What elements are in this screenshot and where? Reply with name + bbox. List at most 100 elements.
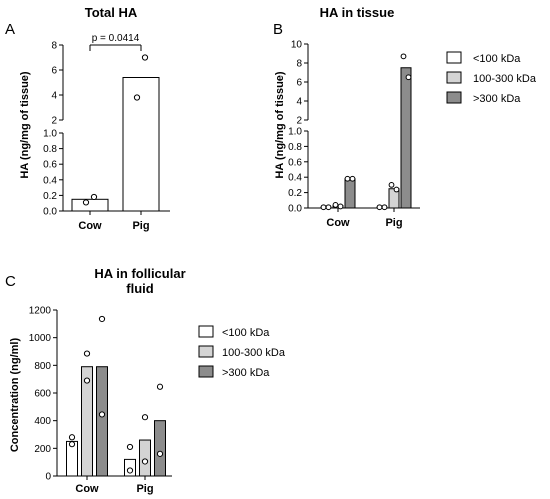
panel-c-point xyxy=(68,434,76,441)
panel-c-point xyxy=(141,458,149,465)
panel-a-y-tick-label: 0.0 xyxy=(43,207,57,218)
panel-b-point xyxy=(393,186,400,193)
panel-b-label: B xyxy=(273,21,283,38)
panel-b-y-tick-label: 0.8 xyxy=(288,142,302,153)
panel-c-legend-label: 100-300 kDa xyxy=(222,347,286,359)
panel-c-legend-swatch xyxy=(198,365,214,378)
panel-c-legend: <100 kDa 100-300 kDa >300 kDa xyxy=(198,325,286,379)
panel-c-point xyxy=(83,350,91,357)
panel-b-point xyxy=(381,204,388,211)
panel-a-point xyxy=(141,54,149,61)
panel-a-title: Total HA xyxy=(85,5,138,20)
panel-b-point xyxy=(337,203,344,210)
panel-a-y-tick-label: 0.8 xyxy=(43,144,57,155)
panel-b-legend-swatch xyxy=(446,51,462,64)
panel-c: C HA in follicular fluid Concentration (… xyxy=(5,266,286,495)
panel-a-y-tick-label: 0.6 xyxy=(43,160,57,171)
panel-c-y-axis-label: Concentration (ng/ml) xyxy=(9,338,21,453)
panel-a-x-tick-label: Cow xyxy=(78,220,102,232)
panel-b-y-tick-label: 4 xyxy=(296,97,302,108)
panel-c-title-line-1: HA in follicular xyxy=(94,266,185,281)
panel-b-point xyxy=(344,175,351,182)
panel-b-y-tick-label: 2 xyxy=(296,116,302,127)
panel-c-point xyxy=(98,315,106,323)
panel-b-point xyxy=(405,74,412,81)
panel-c-y-tick-label: 600 xyxy=(34,389,51,400)
panel-a-point xyxy=(90,193,98,201)
panel-b-point xyxy=(349,175,356,182)
panel-c-point xyxy=(141,414,149,421)
panel-b-y-tick-label: 6 xyxy=(296,78,302,89)
panel-c-x-tick-label: Pig xyxy=(136,483,153,495)
panel-a-y-tick-label: 0.2 xyxy=(43,191,57,202)
panel-a-bar-pig xyxy=(122,77,160,212)
panel-b-x-tick-label: Cow xyxy=(326,217,350,229)
panel-c-point xyxy=(156,383,164,390)
panel-b-y-axis-label: HA (ng/mg of tissue) xyxy=(274,71,286,178)
panel-a-point xyxy=(82,199,90,206)
panel-b-bar xyxy=(400,67,412,209)
panel-b-legend-label: >300 kDa xyxy=(473,93,521,105)
panel-c-x-tick-label: Cow xyxy=(75,483,99,495)
panel-b-plot: 0.0 0.2 0.4 0.6 0.8 1.02 4 6 8 10 Cow Pig xyxy=(288,40,420,229)
panel-c-point xyxy=(68,441,76,448)
panel-a-p-value: p = 0.0414 xyxy=(92,33,140,44)
panel-b-y-tick-label: 0.4 xyxy=(288,173,302,184)
panel-b-legend-label: 100-300 kDa xyxy=(473,73,537,85)
panel-c-legend-swatch xyxy=(198,325,214,338)
panel-c-point xyxy=(156,450,164,457)
panel-a-y-axis-label: HA (ng/mg of tissue) xyxy=(19,71,31,178)
panel-c-point xyxy=(126,467,134,474)
panel-a-y-tick-label: 4 xyxy=(51,91,57,102)
panel-b-y-tick-label: 8 xyxy=(296,59,302,70)
panel-c-point xyxy=(126,443,134,451)
panel-a-y-tick-label: 1.0 xyxy=(43,129,57,140)
panel-b-point xyxy=(332,202,339,208)
panel-c-y-tick-label: 400 xyxy=(34,416,51,427)
panel-b-point xyxy=(376,204,383,211)
panel-b-legend-label: <100 kDa xyxy=(473,53,521,65)
panel-b-y-tick-label: 0.6 xyxy=(288,157,302,168)
panel-b-point xyxy=(388,182,395,188)
panel-a-bar-cow xyxy=(71,198,109,212)
panel-a-y-tick-label: 2 xyxy=(51,116,57,127)
panel-a-x-tick-label: Pig xyxy=(132,220,149,232)
panel-c-bar xyxy=(154,420,166,477)
panel-a-y-tick-label: 0.4 xyxy=(43,175,57,186)
panel-b-legend: <100 kDa 100-300 kDa >300 kDa xyxy=(446,51,537,105)
panel-c-legend-label: >300 kDa xyxy=(222,367,270,379)
panel-b-bar xyxy=(344,178,356,209)
panel-b-legend-swatch xyxy=(446,91,462,104)
panel-c-y-tick-label: 200 xyxy=(34,444,51,455)
panel-b-y-tick-label: 1.0 xyxy=(288,127,302,138)
panel-c-title-line-2: fluid xyxy=(126,281,153,296)
panel-a-y-tick-label: 8 xyxy=(51,41,57,52)
panel-a-label: A xyxy=(5,21,15,38)
panel-b-point xyxy=(325,204,332,211)
panel-a-point xyxy=(133,94,141,101)
panel-a-y-tick-label: 6 xyxy=(51,66,57,77)
panel-c-label: C xyxy=(5,273,16,290)
panel-c-bar xyxy=(139,439,151,477)
panel-a: A Total HA HA (ng/mg of tissue) 0.00.20.… xyxy=(5,5,170,232)
panel-c-y-tick-label: 800 xyxy=(34,361,51,372)
panel-c-y-tick-label: 0 xyxy=(45,472,51,483)
panel-c-legend-swatch xyxy=(198,345,214,358)
panel-b-point xyxy=(400,53,407,60)
panel-b-y-tick-label: 10 xyxy=(291,40,303,51)
panel-c-y-tick-label: 1200 xyxy=(29,306,52,317)
panel-b: B HA in tissue HA (ng/mg of tissue) 0.00… xyxy=(273,5,537,229)
panel-b-y-tick-label: 0.0 xyxy=(288,204,302,215)
panel-b-title: HA in tissue xyxy=(320,5,395,20)
panel-b-point xyxy=(320,204,327,211)
panel-c-plot: 0 200 400 600 800 1000 1200 Cow Pig xyxy=(29,306,172,495)
panel-b-legend-swatch xyxy=(446,71,462,84)
panel-c-point xyxy=(83,377,91,384)
panel-c-bar xyxy=(96,366,108,477)
panel-b-x-tick-label: Pig xyxy=(385,217,402,229)
panel-c-point xyxy=(98,411,106,418)
panel-c-legend-label: <100 kDa xyxy=(222,327,270,339)
panel-b-y-tick-label: 0.2 xyxy=(288,188,302,199)
panel-c-y-tick-label: 1000 xyxy=(29,333,52,344)
panel-a-plot: 0.0 0.2 0.4 0.6 0.8 1.0 2 4 6 8 Cow Pig p = 0.0414 xyxy=(43,33,170,232)
